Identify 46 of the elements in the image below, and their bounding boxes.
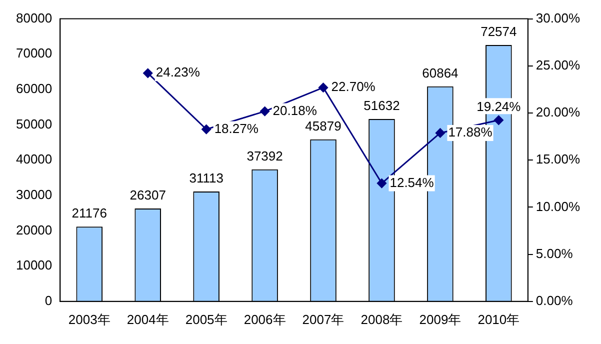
data-label: 51632 bbox=[364, 98, 400, 114]
data-label: 22.70% bbox=[331, 79, 376, 94]
y-tick-label: 70000 bbox=[16, 46, 52, 61]
y2-tick-label: 15.00% bbox=[536, 152, 580, 167]
data-label: 17.88% bbox=[448, 124, 493, 140]
y2-tick-label: 10.00% bbox=[536, 198, 580, 214]
data-label: 24.23% bbox=[156, 64, 200, 80]
x-tick-label: 2007年 bbox=[302, 312, 344, 327]
data-label: 37392 bbox=[246, 148, 283, 164]
data-label: 20.18% bbox=[272, 102, 318, 118]
point bbox=[260, 106, 270, 116]
y-tick-label: 20000 bbox=[16, 222, 52, 238]
y-tick-label: 30000 bbox=[16, 187, 52, 202]
point bbox=[494, 115, 504, 125]
x-tick-label: 2010年 bbox=[478, 312, 520, 327]
data-label: 60864 bbox=[422, 65, 458, 80]
data-label: 21176 bbox=[72, 206, 107, 221]
data-label: 72574 bbox=[480, 24, 517, 40]
y-tick-label: 50000 bbox=[16, 116, 52, 132]
data-label: 19.24% bbox=[476, 99, 522, 114]
point bbox=[318, 82, 328, 92]
point bbox=[435, 128, 445, 138]
point bbox=[143, 68, 153, 78]
x-tick-label: 2005年 bbox=[185, 312, 228, 327]
point bbox=[376, 178, 386, 188]
y-tick-label: 40000 bbox=[16, 152, 52, 167]
point bbox=[202, 124, 212, 134]
x-tick-label: 2003年 bbox=[68, 312, 110, 327]
y-tick-label: 0 bbox=[44, 292, 52, 308]
data-label: 26307 bbox=[130, 188, 166, 203]
data-label: 31113 bbox=[189, 170, 224, 186]
y2-tick-label: 30.00% bbox=[536, 10, 580, 26]
y2-tick-label: 25.00% bbox=[536, 57, 580, 72]
y-tick-label: 80000 bbox=[16, 10, 52, 26]
x-tick-label: 2008年 bbox=[360, 312, 403, 327]
y-tick-label: 10000 bbox=[16, 258, 52, 273]
y-tick-label: 60000 bbox=[16, 81, 52, 96]
data-label: 45879 bbox=[305, 118, 342, 134]
y2-tick-label: 0.00% bbox=[536, 292, 574, 308]
y2-tick-label: 20.00% bbox=[536, 104, 580, 120]
data-label: 18.27% bbox=[214, 120, 259, 136]
x-tick-label: 2006年 bbox=[244, 312, 286, 327]
x-tick-label: 2004年 bbox=[126, 312, 169, 327]
y2-tick-label: 5.00% bbox=[536, 246, 574, 261]
data-label: 12.54% bbox=[390, 174, 434, 190]
x-tick-label: 2009年 bbox=[419, 312, 462, 327]
